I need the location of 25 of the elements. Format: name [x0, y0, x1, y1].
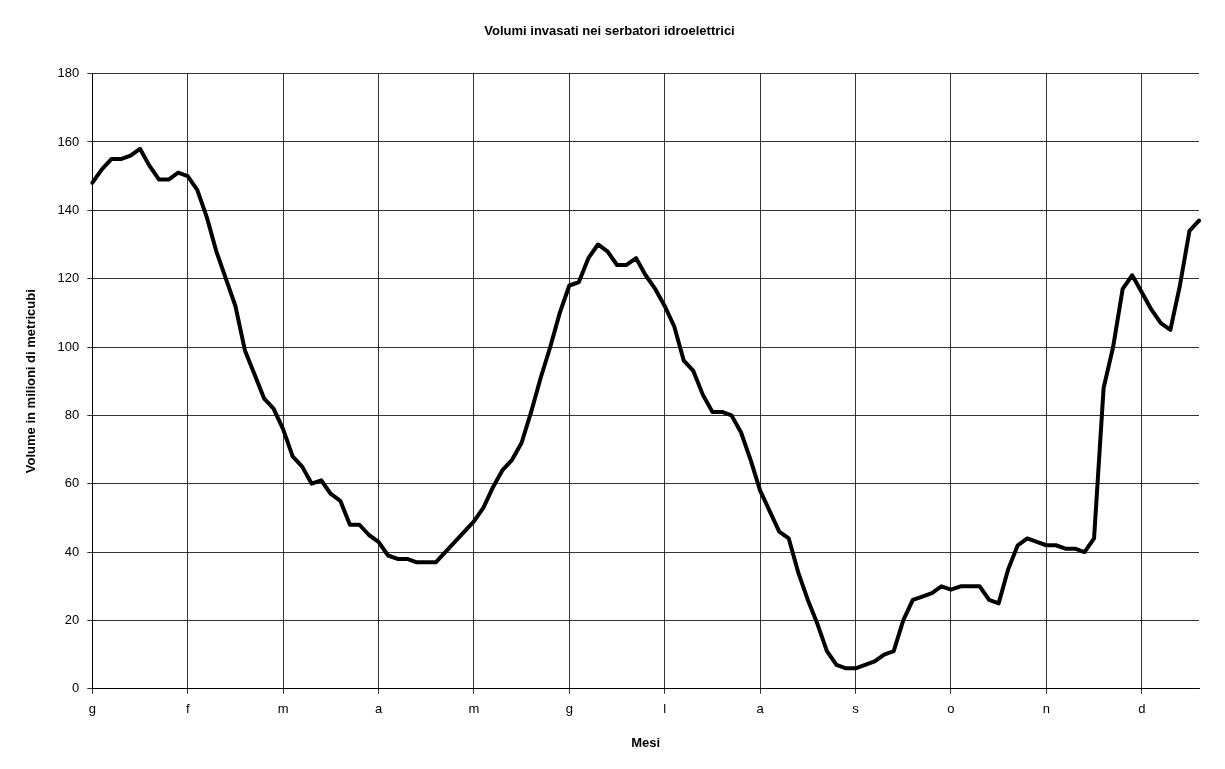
x-tick-label: m	[277, 701, 289, 717]
x-tick-label: g	[565, 701, 573, 717]
chart-title: Volumi invasati nei serbatori idroelettrici	[484, 23, 735, 39]
y-tick-label: 0	[72, 680, 80, 696]
x-tick-label: f	[185, 701, 190, 717]
x-tick-label: o	[947, 701, 955, 717]
x-tick-label: a	[756, 701, 765, 717]
y-tick-label: 60	[64, 475, 80, 491]
x-tick-label: d	[1138, 701, 1146, 717]
y-tick-label: 120	[57, 270, 80, 286]
x-tick-label: l	[663, 701, 667, 717]
y-tick-label: 100	[57, 338, 80, 354]
x-axis-title: Mesi	[631, 734, 661, 750]
y-tick-label: 140	[57, 201, 80, 217]
y-tick-label: 80	[64, 406, 80, 422]
y-axis-title: Volume in milioni di metricubi	[23, 289, 39, 474]
y-tick-label: 160	[57, 133, 80, 149]
x-tick-label: m	[468, 701, 480, 717]
x-tick-label: s	[852, 701, 860, 717]
y-tick-label: 20	[64, 612, 80, 628]
x-tick-label: a	[374, 701, 383, 717]
x-tick-label: g	[88, 701, 96, 717]
x-tick-label: n	[1042, 701, 1050, 717]
y-tick-label: 40	[64, 543, 80, 559]
y-tick-label: 180	[57, 65, 80, 81]
